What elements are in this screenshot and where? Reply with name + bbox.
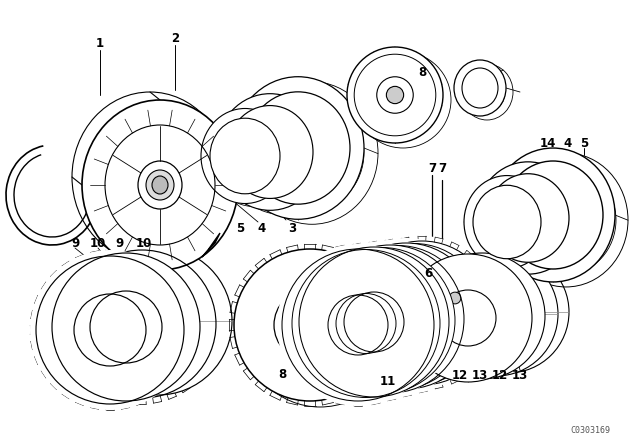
- Text: 14: 14: [540, 137, 556, 150]
- Text: 10: 10: [90, 237, 106, 250]
- Ellipse shape: [52, 253, 200, 401]
- Ellipse shape: [146, 170, 174, 200]
- Text: 9: 9: [71, 237, 79, 250]
- Ellipse shape: [404, 254, 532, 382]
- Ellipse shape: [292, 250, 440, 397]
- Text: 13: 13: [512, 369, 528, 382]
- Ellipse shape: [326, 246, 470, 389]
- Text: 12: 12: [452, 369, 468, 382]
- Ellipse shape: [30, 250, 190, 410]
- Ellipse shape: [419, 253, 545, 379]
- Text: 4: 4: [258, 221, 266, 234]
- Ellipse shape: [201, 108, 289, 203]
- Text: 8: 8: [278, 367, 286, 380]
- Ellipse shape: [234, 249, 386, 401]
- Ellipse shape: [152, 176, 168, 194]
- Ellipse shape: [328, 238, 484, 394]
- Ellipse shape: [343, 244, 485, 385]
- Ellipse shape: [210, 118, 280, 194]
- Text: 7: 7: [428, 161, 436, 175]
- Ellipse shape: [345, 236, 499, 390]
- Ellipse shape: [309, 247, 455, 393]
- Text: 6: 6: [424, 267, 432, 280]
- Ellipse shape: [476, 162, 580, 274]
- Text: 10: 10: [136, 237, 152, 250]
- Ellipse shape: [387, 86, 404, 103]
- Ellipse shape: [473, 185, 541, 259]
- Text: 11: 11: [380, 375, 396, 388]
- Ellipse shape: [491, 148, 615, 282]
- Text: 9: 9: [116, 237, 124, 250]
- Ellipse shape: [462, 68, 498, 108]
- Text: 1: 1: [96, 36, 104, 49]
- Text: 5: 5: [580, 137, 588, 150]
- Ellipse shape: [311, 240, 469, 398]
- Ellipse shape: [449, 292, 461, 304]
- Ellipse shape: [413, 256, 497, 340]
- Ellipse shape: [454, 60, 506, 116]
- Ellipse shape: [277, 244, 439, 406]
- Ellipse shape: [232, 77, 364, 219]
- Text: 4: 4: [564, 137, 572, 150]
- Ellipse shape: [216, 94, 324, 210]
- Text: 13: 13: [472, 369, 488, 382]
- Ellipse shape: [464, 176, 550, 268]
- Ellipse shape: [503, 161, 603, 269]
- Ellipse shape: [377, 77, 413, 113]
- Ellipse shape: [298, 313, 322, 337]
- Polygon shape: [202, 233, 220, 257]
- Ellipse shape: [444, 286, 467, 310]
- Text: 5: 5: [236, 221, 244, 234]
- Text: C0303169: C0303169: [570, 426, 610, 435]
- Ellipse shape: [84, 247, 232, 395]
- Ellipse shape: [62, 244, 222, 404]
- Ellipse shape: [294, 242, 454, 402]
- Ellipse shape: [434, 252, 558, 376]
- Ellipse shape: [227, 106, 313, 198]
- Ellipse shape: [487, 174, 569, 262]
- Ellipse shape: [82, 100, 238, 270]
- Ellipse shape: [138, 161, 182, 209]
- Text: 8: 8: [418, 65, 426, 78]
- Text: 2: 2: [171, 31, 179, 44]
- Ellipse shape: [290, 305, 330, 345]
- Text: 3: 3: [288, 221, 296, 234]
- Ellipse shape: [447, 251, 569, 373]
- Text: 7: 7: [438, 161, 446, 175]
- Ellipse shape: [274, 289, 346, 361]
- Text: 12: 12: [492, 369, 508, 382]
- Ellipse shape: [347, 47, 443, 143]
- Ellipse shape: [246, 92, 350, 204]
